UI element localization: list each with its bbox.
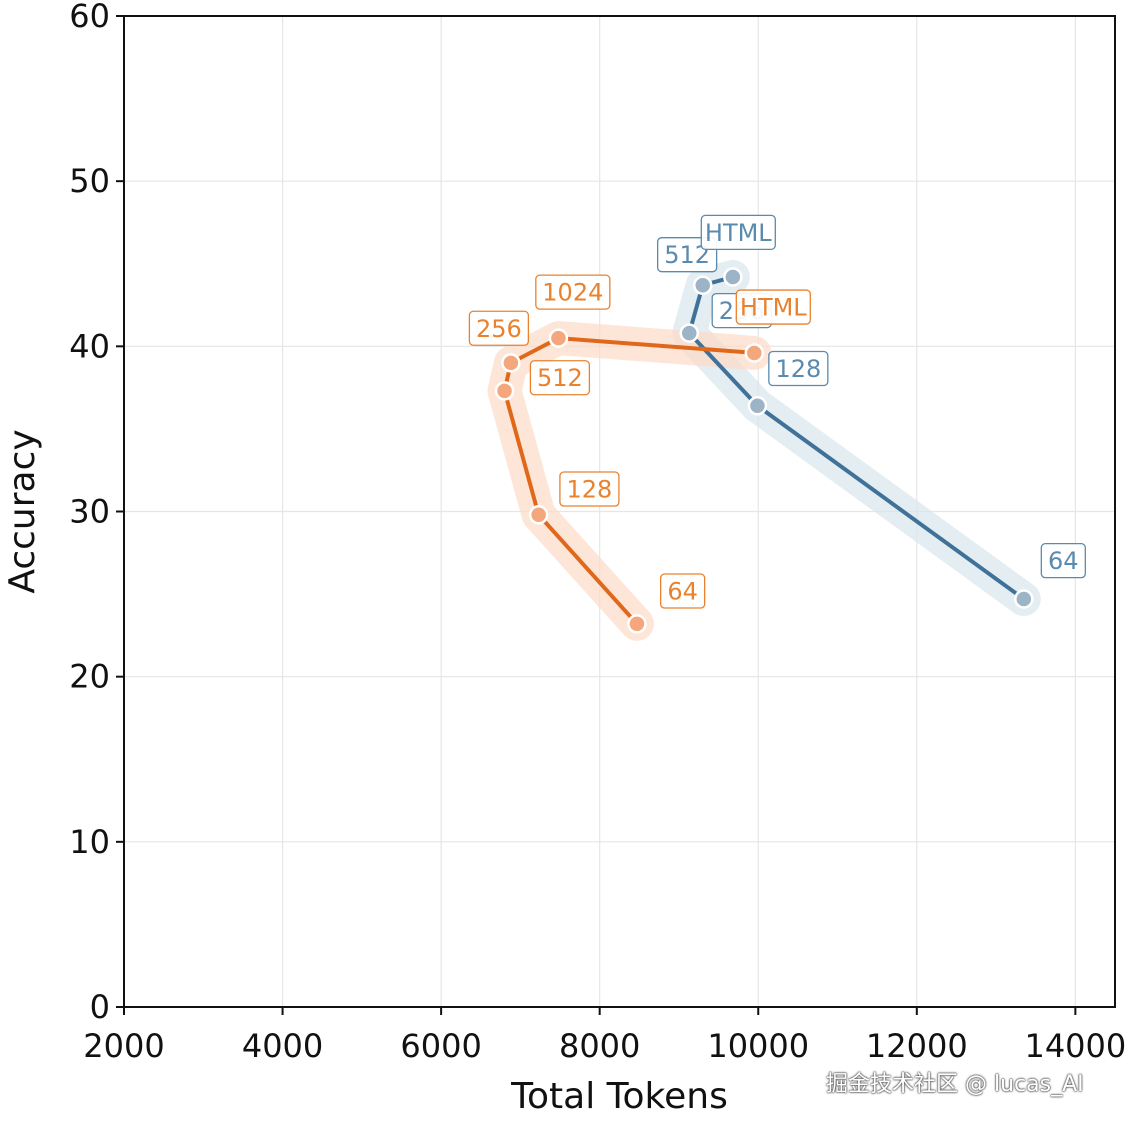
data-point-0-4 xyxy=(723,267,743,287)
confidence-bands xyxy=(487,260,1041,641)
label-box xyxy=(1040,543,1086,579)
point-label-0-1: 128 xyxy=(768,350,829,387)
series-line-1 xyxy=(502,336,757,626)
label-text: 128 xyxy=(567,476,613,504)
point-labels: 64128256512HTML641285122561024HTML xyxy=(468,214,1086,609)
label-box xyxy=(735,289,811,325)
label-text: 512 xyxy=(537,364,583,392)
x-tick-label: 14000 xyxy=(1024,1027,1126,1065)
y-axis-label: Accuracy xyxy=(2,429,43,593)
point-label-1-3: 256 xyxy=(468,310,530,346)
x-tick-label: 8000 xyxy=(559,1027,640,1065)
label-box xyxy=(700,214,776,251)
label-text: 256 xyxy=(476,315,522,343)
data-point-1-4 xyxy=(548,328,569,348)
point-label-1-2: 512 xyxy=(529,360,591,396)
x-axis-ticks: 2000 4000 6000 8000 10000 12000 14000 xyxy=(83,1007,1126,1065)
label-text: 1024 xyxy=(542,279,603,307)
y-tick-label: 40 xyxy=(69,327,110,365)
data-point-1-2 xyxy=(494,381,515,401)
data-point-0-3 xyxy=(692,275,713,295)
data-point-1-5 xyxy=(744,343,765,363)
data-points xyxy=(494,267,1034,634)
watermark: 掘金技术社区 @ lucas_AI xyxy=(826,1072,1084,1097)
label-box xyxy=(468,310,530,346)
data-point-0-2 xyxy=(679,323,700,343)
label-box xyxy=(559,471,620,507)
label-text: HTML xyxy=(705,219,772,247)
y-tick-label: 0 xyxy=(90,988,110,1026)
y-tick-label: 60 xyxy=(69,0,110,35)
label-box xyxy=(535,274,611,310)
data-point-0-1 xyxy=(747,396,768,416)
point-label-1-4: 1024 xyxy=(535,274,611,310)
y-axis-ticks: 0 10 20 30 40 50 60 xyxy=(69,0,124,1026)
x-tick-label: 12000 xyxy=(866,1027,968,1065)
data-point-1-1 xyxy=(528,505,549,525)
point-label-1-0: 64 xyxy=(659,573,706,609)
x-tick-label: 4000 xyxy=(242,1027,323,1065)
data-point-1-3 xyxy=(501,353,521,373)
point-label-1-5: HTML xyxy=(735,289,811,325)
label-text: 64 xyxy=(1048,547,1079,575)
y-tick-label: 30 xyxy=(69,493,110,531)
point-label-1-1: 128 xyxy=(559,471,620,507)
x-tick-label: 2000 xyxy=(83,1027,164,1065)
label-text: HTML xyxy=(740,294,807,322)
label-box xyxy=(768,350,829,387)
label-box xyxy=(659,573,706,609)
label-text: 64 xyxy=(667,578,698,606)
y-tick-label: 10 xyxy=(69,823,110,861)
data-point-1-0 xyxy=(627,614,647,634)
data-point-0-0 xyxy=(1014,589,1034,609)
point-label-0-0: 64 xyxy=(1040,543,1086,579)
x-tick-label: 6000 xyxy=(400,1027,481,1065)
grid-lines xyxy=(123,15,1115,1008)
x-tick-label: 10000 xyxy=(707,1027,809,1065)
label-text: 128 xyxy=(775,355,821,383)
y-tick-label: 50 xyxy=(69,162,110,200)
point-label-0-4: HTML xyxy=(700,214,776,251)
y-tick-label: 20 xyxy=(69,658,110,696)
label-box xyxy=(529,360,591,396)
x-axis-label: Total Tokens xyxy=(510,1076,728,1117)
